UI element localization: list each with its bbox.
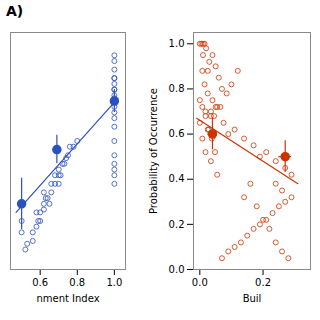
svg-text:0.0: 0.0	[169, 264, 185, 275]
svg-text:Probability of Occurrence: Probability of Occurrence	[148, 88, 159, 214]
svg-text:0.6: 0.6	[169, 128, 185, 139]
svg-text:0.0: 0.0	[192, 277, 208, 288]
svg-text:0.2: 0.2	[169, 219, 185, 230]
svg-text:0.4: 0.4	[169, 173, 185, 184]
svg-text:0.8: 0.8	[69, 277, 85, 288]
svg-text:nment Index: nment Index	[36, 293, 99, 304]
svg-text:1.0: 1.0	[169, 38, 185, 49]
html-text:A): A)	[6, 3, 24, 19]
svg-text:Buil: Buil	[243, 293, 262, 304]
svg-text:0.8: 0.8	[169, 83, 185, 94]
svg-text:1.0: 1.0	[106, 277, 122, 288]
svg-text:0.6: 0.6	[32, 277, 48, 288]
svg-text:0.2: 0.2	[255, 277, 271, 288]
